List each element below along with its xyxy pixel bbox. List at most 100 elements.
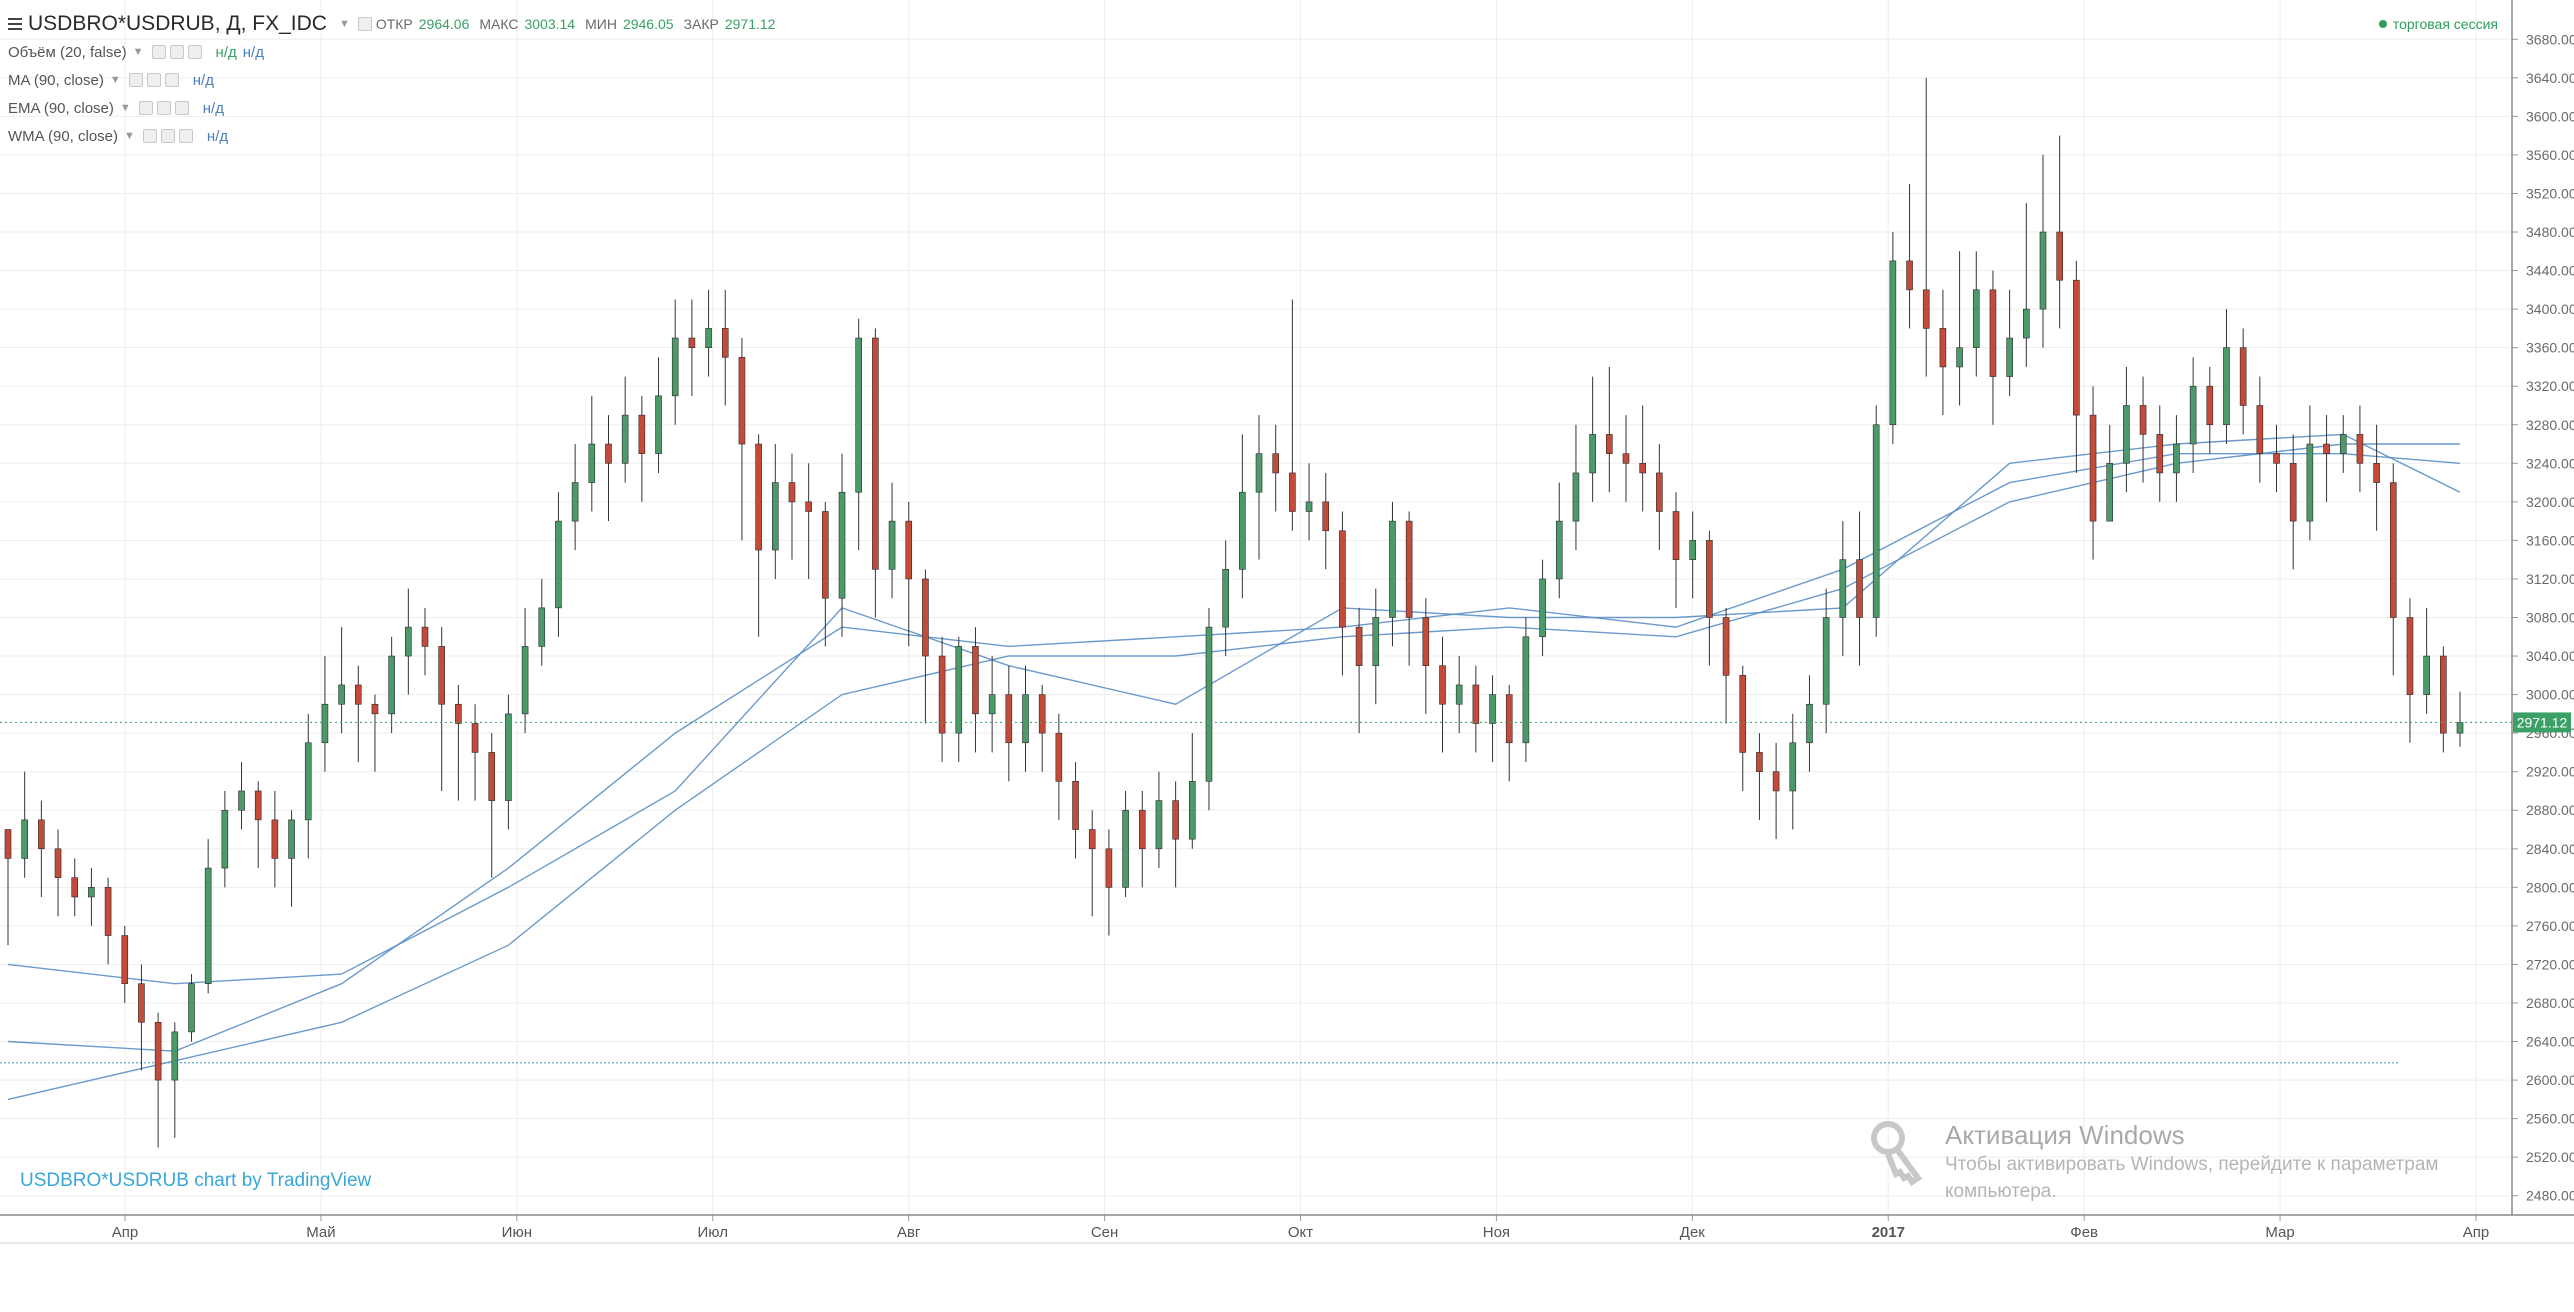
activation-title: Активация Windows bbox=[1945, 1120, 2185, 1150]
candle-body bbox=[1772, 771, 1780, 792]
candle-body bbox=[421, 626, 429, 647]
candle-body bbox=[71, 877, 79, 898]
close-icon[interactable] bbox=[178, 129, 193, 143]
candle-body bbox=[1339, 530, 1346, 628]
chevron-down-icon[interactable]: ▼ bbox=[109, 74, 121, 86]
candle-body bbox=[388, 655, 395, 715]
candle-body bbox=[505, 713, 512, 801]
candle-body bbox=[988, 694, 996, 715]
settings-icon[interactable] bbox=[156, 101, 171, 115]
candle-body bbox=[2073, 279, 2080, 416]
candle-body bbox=[2440, 655, 2447, 734]
y-tick-label: 3680.00 bbox=[2526, 31, 2574, 47]
y-tick-label: 2680.00 bbox=[2526, 995, 2574, 1011]
y-tick-label: 3280.00 bbox=[2526, 417, 2574, 433]
settings-icon[interactable] bbox=[146, 73, 161, 87]
candle-body bbox=[254, 790, 262, 821]
indicator-name[interactable]: Объём (20, false) bbox=[8, 43, 127, 61]
eye-icon[interactable] bbox=[128, 73, 143, 87]
eye-icon[interactable] bbox=[138, 101, 153, 115]
candle-body bbox=[588, 443, 596, 483]
candle-body bbox=[1589, 434, 1596, 474]
candle-body bbox=[888, 520, 896, 570]
candle-body bbox=[1505, 694, 1513, 744]
candle-body bbox=[555, 520, 562, 609]
candle-body bbox=[2006, 337, 2013, 377]
candle-body bbox=[1872, 424, 1880, 618]
eye-icon[interactable] bbox=[142, 129, 157, 143]
candle-body bbox=[1122, 809, 1129, 888]
chevron-down-icon[interactable]: ▼ bbox=[124, 130, 135, 142]
indicator-value: н/д bbox=[242, 43, 264, 61]
candle-body bbox=[2023, 308, 2030, 339]
candle-body bbox=[1072, 781, 1079, 830]
indicator-name[interactable]: WMA (90, close) bbox=[8, 127, 119, 145]
indicator-row-ma[interactable]: MA (90, close) ▼ н/д bbox=[8, 66, 785, 94]
x-tick-label: Фев bbox=[2070, 1224, 2098, 1241]
settings-icon[interactable] bbox=[160, 129, 175, 143]
candle-body bbox=[1355, 626, 1363, 666]
chevron-down-icon[interactable]: ▼ bbox=[338, 18, 350, 30]
candle-body bbox=[1622, 453, 1630, 464]
candle-body bbox=[638, 414, 646, 454]
candle-body bbox=[1305, 501, 1313, 512]
tradingview-watermark[interactable]: USDBRO*USDRUB chart by TradingView bbox=[20, 1170, 372, 1191]
y-tick-label: 3120.00 bbox=[2526, 571, 2574, 587]
y-tick-label: 3200.00 bbox=[2526, 494, 2574, 510]
indicator-name[interactable]: MA (90, close) bbox=[8, 71, 104, 89]
candle-body bbox=[2373, 463, 2380, 483]
candle-body bbox=[922, 578, 929, 657]
candle-body bbox=[822, 511, 829, 599]
candle-body bbox=[1239, 491, 1246, 570]
candle-body bbox=[1555, 520, 1563, 580]
eye-icon[interactable] bbox=[151, 45, 166, 59]
candle-body bbox=[1539, 578, 1546, 638]
menu-icon[interactable] bbox=[8, 17, 22, 31]
indicator-name[interactable]: EMA (90, close) bbox=[8, 99, 114, 117]
session-status: торговая сессия bbox=[2378, 16, 2498, 32]
candle-body bbox=[38, 819, 45, 850]
indicator-row-volume[interactable]: Объём (20, false) ▼ н/д н/д bbox=[8, 38, 785, 66]
x-tick-label: Апр bbox=[2463, 1224, 2489, 1241]
close-icon[interactable] bbox=[174, 101, 189, 115]
candle-body bbox=[288, 819, 295, 859]
candle-body bbox=[771, 482, 779, 551]
chart-legend: USDBRO*USDRUB, Д, FX_IDC ▼ ОТКР 2964.06 … bbox=[8, 10, 785, 150]
settings-icon[interactable] bbox=[357, 17, 372, 31]
candle-body bbox=[1572, 472, 1580, 522]
candle-body bbox=[2123, 405, 2130, 464]
indicator-row-wma[interactable]: WMA (90, close) ▼ н/д bbox=[8, 122, 785, 150]
close-icon[interactable] bbox=[164, 73, 179, 87]
candle-body bbox=[872, 337, 879, 570]
candle-body bbox=[1939, 328, 1947, 368]
candle-body bbox=[1272, 453, 1280, 474]
indicator-row-ema[interactable]: EMA (90, close) ▼ н/д bbox=[8, 94, 785, 122]
candle-body bbox=[1022, 694, 1029, 744]
open-label: ОТКР bbox=[375, 16, 413, 32]
close-value: 2971.12 bbox=[724, 16, 776, 32]
candle-body bbox=[1222, 569, 1229, 628]
candle-body bbox=[1372, 617, 1380, 666]
x-tick-label: Май bbox=[306, 1224, 335, 1241]
y-tick-label: 3000.00 bbox=[2526, 687, 2574, 703]
settings-icon[interactable] bbox=[169, 45, 184, 59]
close-icon[interactable] bbox=[187, 45, 202, 59]
chevron-down-icon[interactable]: ▼ bbox=[132, 46, 144, 58]
candle-body bbox=[2389, 482, 2397, 618]
y-tick-label: 2760.00 bbox=[2526, 918, 2574, 934]
last-price-badge bbox=[2513, 712, 2571, 733]
symbol-title[interactable]: USDBRO*USDRUB, Д, FX_IDC bbox=[28, 12, 327, 35]
indicator-value: н/д bbox=[206, 127, 229, 145]
candle-body bbox=[2323, 443, 2330, 454]
candle-body bbox=[2239, 347, 2247, 406]
y-tick-label: 3080.00 bbox=[2526, 610, 2574, 626]
low-label: МИН bbox=[585, 16, 617, 32]
candle-body bbox=[1489, 694, 1496, 724]
candle-body bbox=[705, 328, 712, 348]
candle-body bbox=[2406, 617, 2414, 695]
candle-body bbox=[354, 684, 362, 705]
moving-average-line bbox=[7, 453, 2461, 1052]
candle-body bbox=[2056, 231, 2063, 281]
chevron-down-icon[interactable]: ▼ bbox=[119, 102, 131, 114]
